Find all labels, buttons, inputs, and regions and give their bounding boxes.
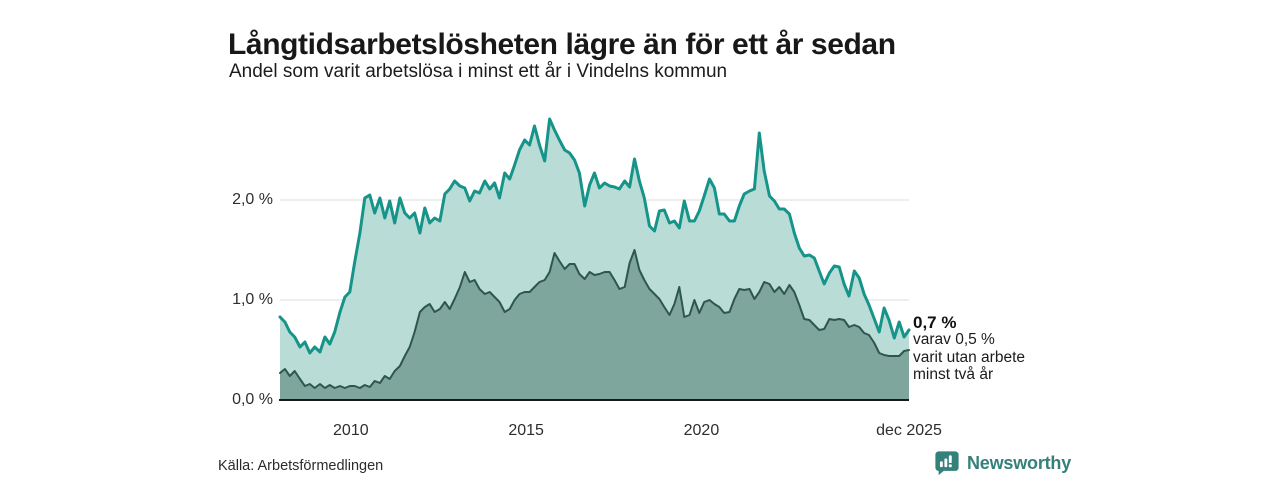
newsworthy-chart-bubble-icon [934, 450, 960, 476]
x-axis-tick: 2010 [333, 422, 369, 439]
end-value-annotation: 0,7 % varav 0,5 % varit utan arbete mins… [913, 313, 1073, 384]
y-axis-tick: 1,0 % [232, 291, 273, 308]
source-text: Källa: Arbetsförmedlingen [218, 458, 384, 474]
line-Arbetslösa minst ett år [278, 117, 911, 355]
annotation-value-label: 0,7 % [913, 313, 957, 332]
x-axis-tick: dec 2025 [876, 422, 942, 439]
y-axis-tick: 0,0 % [232, 391, 273, 408]
annotation-line-2: varit utan arbete [913, 348, 1026, 366]
page-title: Långtidsarbetslösheten lägre än för ett … [228, 28, 896, 62]
area-Arbetslösa minst två år [280, 250, 909, 400]
newsworthy-logo[interactable]: Newsworthy [934, 450, 1071, 476]
annotation-line-3: minst två år [913, 366, 994, 383]
newsworthy-wordmark: Newsworthy [967, 452, 1072, 473]
x-axis-tick: 2015 [508, 422, 544, 439]
annotation-line-1: varav 0,5 % [913, 331, 995, 348]
y-axis-tick: 2,0 % [232, 191, 273, 208]
x-axis-tick: 2020 [683, 422, 720, 439]
page-subtitle: Andel som varit arbetslösa i minst ett å… [229, 61, 728, 82]
line-Arbetslösa minst två år [279, 249, 910, 389]
